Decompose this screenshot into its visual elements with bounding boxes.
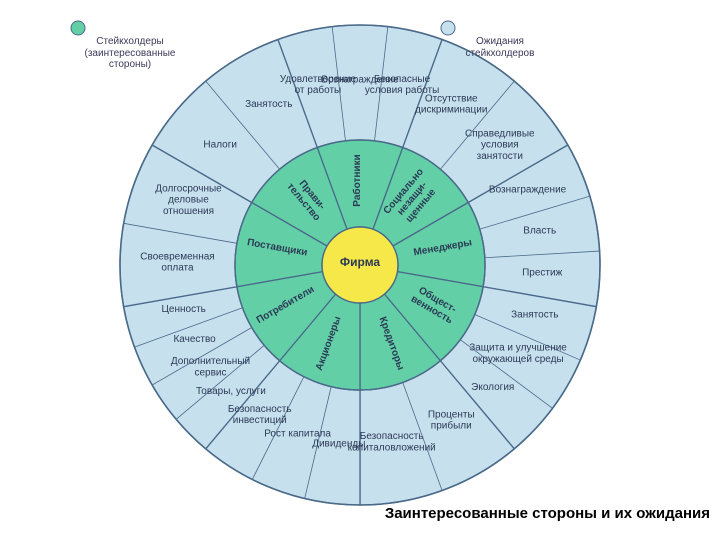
expectation-label: Ценность bbox=[162, 304, 206, 315]
expectation-label: Качество bbox=[173, 334, 216, 345]
caption: Заинтересованные стороны и их ожидания bbox=[385, 505, 710, 522]
legend-stakeholders: Стейкхолдеры(заинтересованныестороны) bbox=[70, 20, 190, 71]
expectation-label: Отсутствиедискриминации bbox=[415, 93, 487, 115]
legend-expectations-label: Ожиданиястейкхолдеров bbox=[466, 36, 535, 59]
expectation-label: Товары, услуги bbox=[196, 386, 266, 397]
stakeholder-wheel: Удовлетворениеот работыВознаграждениеБез… bbox=[0, 0, 720, 540]
center-label: Фирма bbox=[340, 255, 381, 269]
legend-stakeholders-label: Стейкхолдеры(заинтересованныестороны) bbox=[85, 36, 176, 70]
expectation-label: Власть bbox=[523, 225, 556, 236]
expectation-label: Защита и улучшениеокружающей среды bbox=[469, 343, 567, 365]
expectation-label: Рост капитала bbox=[264, 428, 331, 439]
expectation-label: Безопасностьинвестиций bbox=[228, 404, 292, 426]
expectation-label: Дивиденды bbox=[312, 438, 365, 449]
expectation-label: Престиж bbox=[522, 268, 562, 279]
expectation-label: Экология bbox=[471, 382, 514, 393]
legend-expectations: Ожиданиястейкхолдеров bbox=[440, 20, 560, 59]
expectation-label: Занятость bbox=[245, 99, 292, 110]
expectation-label: Налоги bbox=[203, 140, 237, 151]
stakeholder-label: Работники bbox=[351, 154, 363, 206]
expectation-label: Занятость bbox=[511, 309, 558, 320]
expectation-label: Процентыприбыли bbox=[428, 409, 475, 431]
expectation-label: Вознаграждение bbox=[489, 185, 567, 196]
